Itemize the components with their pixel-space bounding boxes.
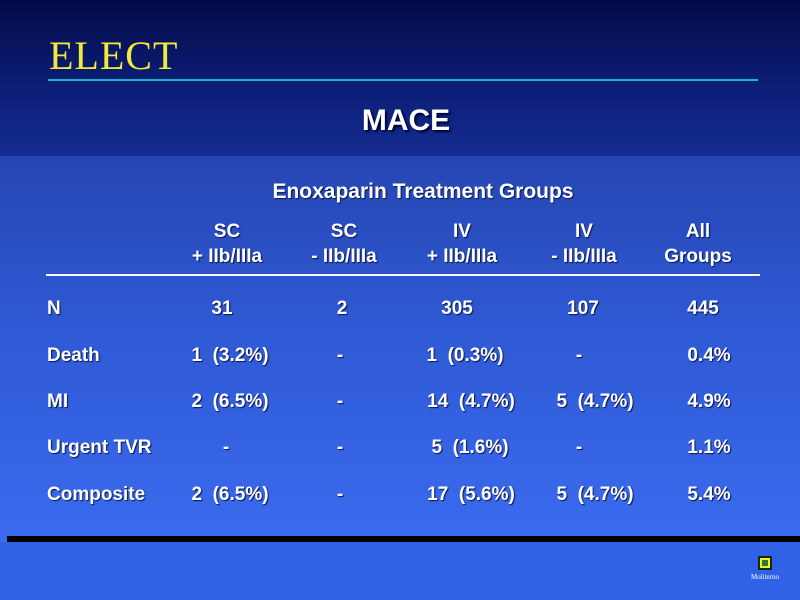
table-cell: 5 (1.6%)	[431, 437, 509, 458]
table-cell: 2 (6.5%)	[191, 484, 269, 505]
table-cell: 0.4%	[687, 345, 731, 366]
slide-title: ELECT	[49, 33, 179, 78]
column-header-line1: All	[685, 221, 711, 242]
footer-divider	[7, 536, 800, 542]
table-cell: 17 (5.6%)	[427, 484, 515, 505]
row-label-death: Death	[47, 345, 100, 366]
table-cell: 5 (4.7%)	[556, 391, 634, 412]
footer-background	[0, 542, 800, 600]
column-header-sc-plus: SC + IIb/IIIa	[157, 219, 297, 269]
table-cell: 2 (6.5%)	[191, 391, 269, 412]
title-underline	[48, 79, 758, 81]
row-label-composite: Composite	[47, 484, 146, 505]
table-cell: 2	[336, 298, 348, 319]
table-cell: 1 (0.3%)	[426, 345, 504, 366]
column-header-line1: IV	[575, 221, 593, 242]
logo-label: Moliterno	[751, 573, 779, 581]
table-cell: -	[336, 345, 344, 366]
row-label-n: N	[47, 298, 61, 319]
table-header-divider	[46, 274, 760, 276]
table-cell: 107	[567, 298, 599, 319]
column-header-line2: - IIb/IIIa	[311, 246, 377, 267]
column-header-iv-minus: IV - IIb/IIIa	[514, 219, 654, 269]
column-header-all-groups: All Groups	[628, 219, 768, 269]
table-cell: 31	[211, 298, 233, 319]
table-cell: -	[336, 484, 344, 505]
table-cell: 5 (4.7%)	[556, 484, 634, 505]
column-header-line2: - IIb/IIIa	[551, 246, 617, 267]
row-label-mi: MI	[47, 391, 69, 412]
table-cell: -	[336, 391, 344, 412]
table-cell: 14 (4.7%)	[427, 391, 515, 412]
table-cell: -	[222, 437, 230, 458]
table-cell: -	[575, 437, 583, 458]
table-cell: 4.9%	[687, 391, 731, 412]
column-header-line2: + IIb/IIIa	[426, 246, 498, 267]
table-cell: 5.4%	[687, 484, 731, 505]
column-header-line2: + IIb/IIIa	[191, 246, 263, 267]
table-cell: 445	[687, 298, 719, 319]
column-header-line1: SC	[213, 221, 241, 242]
row-label-urgent-tvr: Urgent TVR	[47, 437, 152, 458]
table-cell: -	[336, 437, 344, 458]
logo-icon	[758, 556, 772, 570]
table-group-heading: Enoxaparin Treatment Groups	[272, 180, 574, 203]
column-header-line2: Groups	[664, 246, 732, 267]
table-cell: -	[575, 345, 583, 366]
table-cell: 305	[441, 298, 473, 319]
slide-subtitle: MACE	[361, 104, 451, 137]
column-header-iv-plus: IV + IIb/IIIa	[392, 219, 532, 269]
column-header-sc-minus: SC - IIb/IIIa	[274, 219, 414, 269]
table-cell: 1.1%	[687, 437, 731, 458]
content-background	[0, 156, 800, 536]
table-cell: 1 (3.2%)	[191, 345, 269, 366]
column-header-line1: IV	[453, 221, 471, 242]
column-header-line1: SC	[330, 221, 358, 242]
header-background	[0, 0, 800, 156]
author-logo: Moliterno	[750, 556, 782, 588]
